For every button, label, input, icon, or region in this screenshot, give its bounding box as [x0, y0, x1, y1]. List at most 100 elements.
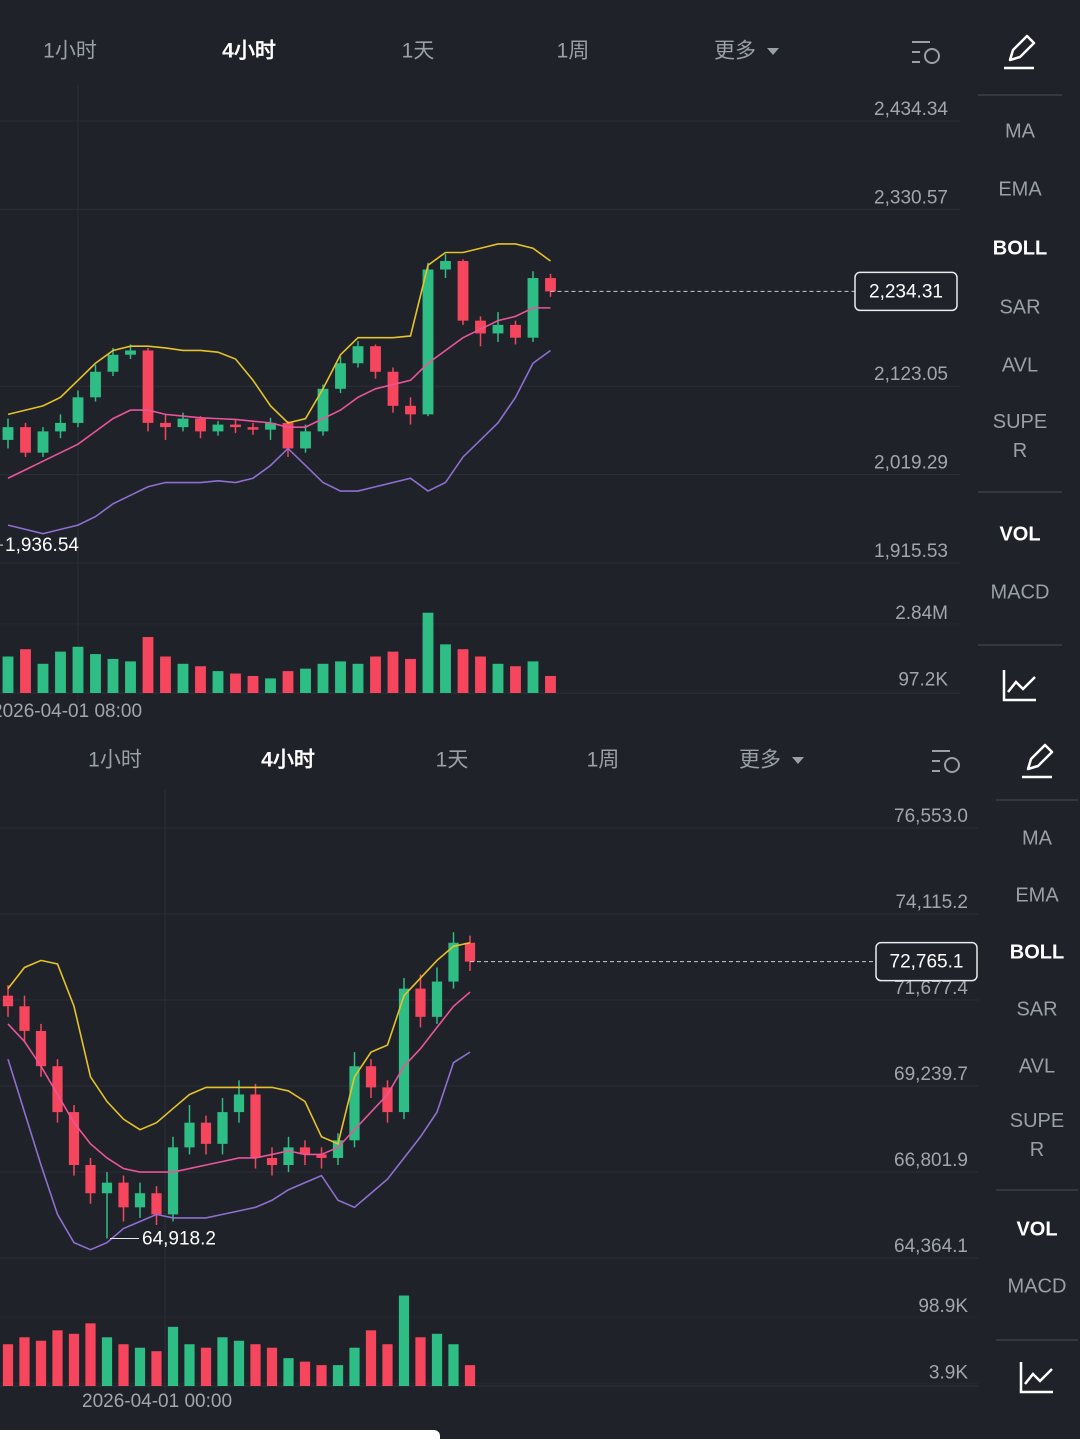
min-marker-label: 1,936.54	[5, 535, 79, 556]
volume-bar	[349, 1347, 360, 1386]
more-arrow[interactable]	[792, 757, 804, 764]
indicator-option[interactable]: MACD	[990, 581, 1050, 604]
y-tick-label: 64,364.1	[894, 1236, 968, 1257]
candle-body	[19, 1006, 30, 1031]
volume-bar	[415, 1337, 426, 1386]
draw-icon[interactable]	[1022, 743, 1054, 779]
time-tab[interactable]: 1周	[587, 749, 620, 772]
current-price-box	[854, 271, 958, 312]
candle-body	[134, 1193, 146, 1208]
candle-body	[250, 1094, 261, 1158]
volume-bar	[382, 1344, 393, 1386]
more-tab[interactable]: 更多	[739, 749, 781, 772]
volume-bar	[233, 1340, 245, 1386]
indicator-option[interactable]: SAR	[1016, 998, 1058, 1021]
more-tab[interactable]: 更多	[714, 40, 756, 63]
volume-bar	[217, 1337, 228, 1386]
settings-icon-gear[interactable]	[944, 757, 960, 773]
time-tab[interactable]: 1天	[436, 749, 469, 772]
volume-bar	[247, 675, 259, 693]
candle-body	[398, 988, 410, 1113]
settings-icon-gear[interactable]	[924, 48, 940, 64]
indicator-option[interactable]: MACD	[1007, 1275, 1067, 1298]
indicator-option[interactable]: EMA	[998, 178, 1042, 201]
indicator-option[interactable]: MA	[1022, 827, 1052, 850]
time-tab[interactable]: 4小时	[261, 749, 315, 772]
candle-body	[440, 261, 451, 270]
y-tick-label: 71,677.4	[894, 978, 968, 999]
time-tab[interactable]: 1周	[557, 40, 590, 63]
indicator-option[interactable]: SAR	[999, 296, 1041, 319]
settings-icon[interactable]	[912, 41, 930, 63]
candle-body	[282, 422, 294, 449]
settings-icon[interactable]	[932, 750, 950, 772]
time-tab[interactable]: 4小时	[222, 40, 276, 63]
time-tab[interactable]: 1小时	[43, 40, 97, 63]
volume-bar	[2, 656, 14, 693]
volume-bar	[335, 661, 346, 693]
candle-body	[167, 1147, 179, 1215]
volume-bar	[37, 663, 49, 693]
candle-body	[230, 424, 241, 428]
volume-bar	[282, 671, 294, 693]
volume-tick-label: 98.9K	[918, 1296, 968, 1317]
candle-body	[101, 1182, 113, 1194]
indicator-option[interactable]: AVL	[1018, 1055, 1056, 1078]
more-arrow[interactable]	[767, 48, 779, 55]
candle-body	[431, 981, 443, 1017]
bollinger-band	[7, 991, 471, 1173]
candle-body	[283, 1147, 294, 1166]
volume-bar	[316, 1365, 327, 1386]
candle-body	[349, 1066, 360, 1141]
bollinger-band	[7, 243, 551, 424]
indicator-option[interactable]: SUPER	[992, 411, 1048, 462]
candle-body	[151, 1193, 162, 1215]
candle-body	[68, 1112, 80, 1166]
volume-bar	[101, 1337, 113, 1386]
candle-body	[448, 942, 459, 982]
candle-body	[317, 388, 329, 432]
volume-bar	[2, 1344, 14, 1386]
candle-body	[365, 1066, 377, 1088]
chart-type-icon[interactable]	[1019, 1362, 1053, 1394]
volume-bar	[142, 637, 154, 693]
candle-body	[387, 371, 399, 406]
volume-bar	[475, 656, 486, 693]
candle-body	[35, 1030, 47, 1067]
indicator-option[interactable]: BOLL	[992, 237, 1048, 260]
candle-body	[335, 363, 346, 389]
time-tab[interactable]: 1天	[402, 40, 435, 63]
indicator-option[interactable]: EMA	[1015, 884, 1059, 907]
time-tab[interactable]: 1小时	[88, 749, 142, 772]
candle-body	[90, 371, 101, 398]
volume-bar	[184, 1344, 195, 1386]
indicator-option[interactable]: VOL	[1016, 1218, 1058, 1241]
volume-bar	[365, 1330, 377, 1386]
volume-bar	[398, 1295, 410, 1386]
indicator-option[interactable]: BOLL	[1009, 941, 1065, 964]
candle-body	[545, 278, 556, 292]
indicator-option[interactable]: MA	[1005, 120, 1035, 143]
volume-bar	[527, 661, 539, 693]
draw-icon[interactable]	[1004, 34, 1036, 70]
volume-bar	[317, 663, 329, 693]
candle-body	[233, 1094, 245, 1113]
indicator-option[interactable]: AVL	[1001, 354, 1039, 377]
indicator-option[interactable]: VOL	[999, 523, 1041, 546]
scroll-bar	[0, 1430, 440, 1439]
indicator-option[interactable]: SUPER	[1009, 1110, 1065, 1161]
candle-body	[125, 350, 136, 355]
volume-tick-label: 2.84M	[895, 603, 948, 624]
volume-bar	[118, 1344, 129, 1386]
current-price-label: 72,765.1	[890, 952, 964, 973]
bollinger-band	[7, 349, 551, 535]
chart-type-icon[interactable]	[1002, 670, 1036, 702]
volume-bar	[370, 656, 381, 693]
candle-body	[510, 324, 521, 338]
candle-body	[195, 418, 206, 432]
candle-body	[457, 261, 469, 321]
candle-body	[422, 269, 434, 415]
candle-body	[316, 1154, 327, 1158]
candle-body	[37, 431, 49, 453]
y-tick-label: 1,915.53	[874, 541, 948, 562]
